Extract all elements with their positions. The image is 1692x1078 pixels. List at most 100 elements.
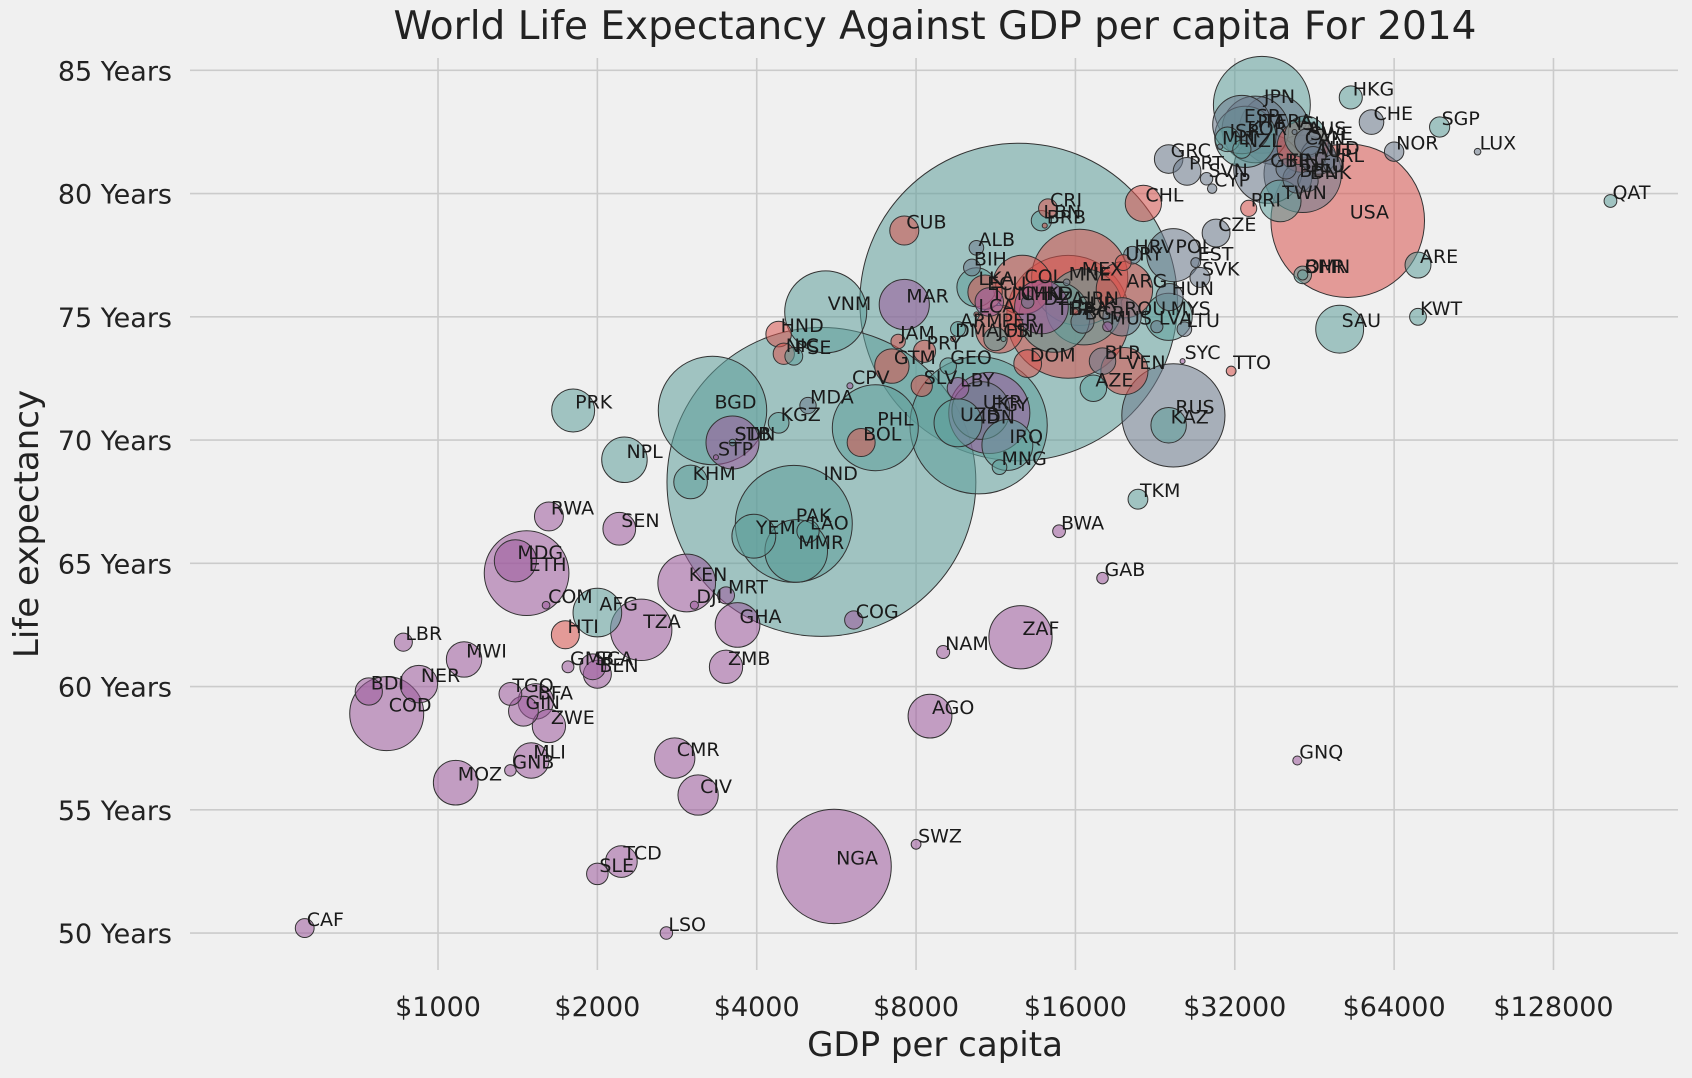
point-label-jam: JAM (899, 322, 935, 344)
bubble-syc (1179, 358, 1186, 365)
bubble-mne (1062, 278, 1071, 287)
bubble-che (1358, 109, 1385, 135)
bubble-bih (963, 258, 981, 277)
point-label-slv: SLV (924, 367, 958, 389)
x-tick-label: $16000 (1024, 992, 1127, 1023)
point-label-aze: AZE (1095, 369, 1133, 391)
bubble-lux (1473, 147, 1482, 156)
point-label-caf: CAF (307, 909, 344, 931)
point-label-com: COM (548, 586, 593, 608)
bubble-mus (1102, 321, 1113, 333)
point-label-ago: AGO (932, 697, 974, 719)
y-tick-label: 60 Years (58, 673, 172, 704)
point-label-bwa: BWA (1061, 512, 1104, 534)
bubble-hun (1155, 283, 1184, 312)
point-label-zwe: ZWE (551, 707, 595, 729)
bubble-mwi (445, 641, 483, 678)
bubble-mlt (1216, 143, 1224, 150)
bubble-nga (776, 808, 892, 925)
point-label-swe: SWE (1310, 123, 1353, 145)
point-label-khm: KHM (693, 463, 736, 485)
point-label-tza: TZA (642, 611, 681, 633)
point-label-fsm: FSM (1005, 320, 1044, 342)
point-label-sca: SCA (595, 648, 633, 670)
bubble-lbr (393, 632, 413, 652)
bubble-dma (950, 335, 957, 342)
point-label-blr: BLR (1105, 342, 1142, 364)
bubble-vnm (784, 270, 868, 354)
bubble-zaf (988, 605, 1053, 670)
bubble-tun (974, 287, 1005, 317)
bubble-mkd (1020, 295, 1035, 309)
bubble-gtm (874, 348, 910, 384)
bubble-lao (796, 519, 820, 543)
bubble-pol (1146, 228, 1201, 283)
bubble-dji (689, 600, 699, 610)
bubble-npl (601, 436, 648, 484)
point-label-mmr: MMR (798, 532, 844, 554)
point-label-mex: MEX (1082, 258, 1123, 280)
point-label-svk: SVK (1202, 258, 1240, 280)
bubble-civ (677, 774, 719, 816)
bubble-pri (1240, 199, 1258, 217)
bubble-swz (910, 838, 922, 850)
bubble-tcd (605, 845, 638, 878)
point-label-cyp: CYP (1214, 170, 1250, 192)
point-label-dnk: DNK (1310, 162, 1352, 184)
point-label-isl: ISL (1297, 113, 1326, 135)
point-label-aut: AUT (1315, 140, 1354, 162)
point-label-rwa: RWA (551, 497, 594, 519)
point-label-bdi: BDI (371, 672, 404, 694)
bubble-slv (910, 374, 933, 397)
bubble-brb (1041, 222, 1048, 229)
bubble-bol (846, 428, 876, 458)
point-label-phl: PHL (877, 409, 914, 431)
bubble-nor (1383, 141, 1405, 162)
x-tick-label: $1000 (395, 992, 481, 1023)
point-label-hrv: HRV (1134, 236, 1173, 258)
point-label-prt: PRT (1189, 152, 1224, 174)
point-label-sle: SLE (599, 855, 634, 877)
point-label-civ: CIV (700, 776, 732, 798)
point-label-fra: FRA (1276, 110, 1312, 132)
point-label-ind: IND (823, 463, 857, 485)
point-label-mne: MNE (1069, 263, 1112, 285)
bubble-cri (1038, 198, 1058, 219)
point-label-mkd: MKD (1030, 283, 1073, 305)
point-label-aus: AUS (1307, 118, 1346, 140)
point-label-chl: CHL (1145, 184, 1184, 206)
point-label-arg: ARG (1126, 271, 1167, 293)
point-label-rou: ROU (1124, 298, 1166, 320)
point-label-mrt: MRT (728, 576, 768, 598)
point-label-hti: HTI (567, 616, 599, 638)
bubble-lso (659, 926, 674, 940)
point-label-dma: DMA (955, 320, 999, 342)
point-label-are: ARE (1420, 246, 1458, 268)
bubbles (294, 55, 1618, 940)
bubble-nzl (1232, 139, 1252, 159)
point-label-moz: MOZ (458, 764, 502, 786)
y-tick-label: 75 Years (58, 303, 172, 334)
bubble-prt (1172, 157, 1202, 186)
bubble-jor (983, 326, 1008, 352)
point-label-ecu: ECU (987, 273, 1026, 295)
point-label-sgp: SGP (1442, 108, 1480, 130)
bubble-mdg (493, 539, 537, 583)
bubble-sgp (1429, 116, 1451, 138)
bubble-pry (912, 339, 937, 363)
point-label-afg: AFG (599, 594, 638, 616)
bubble-rwa (533, 501, 564, 532)
point-label-lao: LAO (810, 512, 849, 534)
point-label-gin: GIN (525, 692, 560, 714)
point-label-bel: BEL (1299, 160, 1335, 182)
point-label-sau: SAU (1342, 310, 1381, 332)
bubble-prk (551, 388, 596, 433)
bubble-svn (1199, 172, 1214, 186)
bubble-chl (1124, 184, 1162, 223)
point-label-sdn: SDN (735, 424, 776, 446)
y-tick-label: 65 Years (58, 549, 172, 580)
bubble-mli (513, 742, 550, 779)
bubble-tkm (1127, 488, 1149, 510)
point-label-lby: LBY (960, 369, 995, 391)
